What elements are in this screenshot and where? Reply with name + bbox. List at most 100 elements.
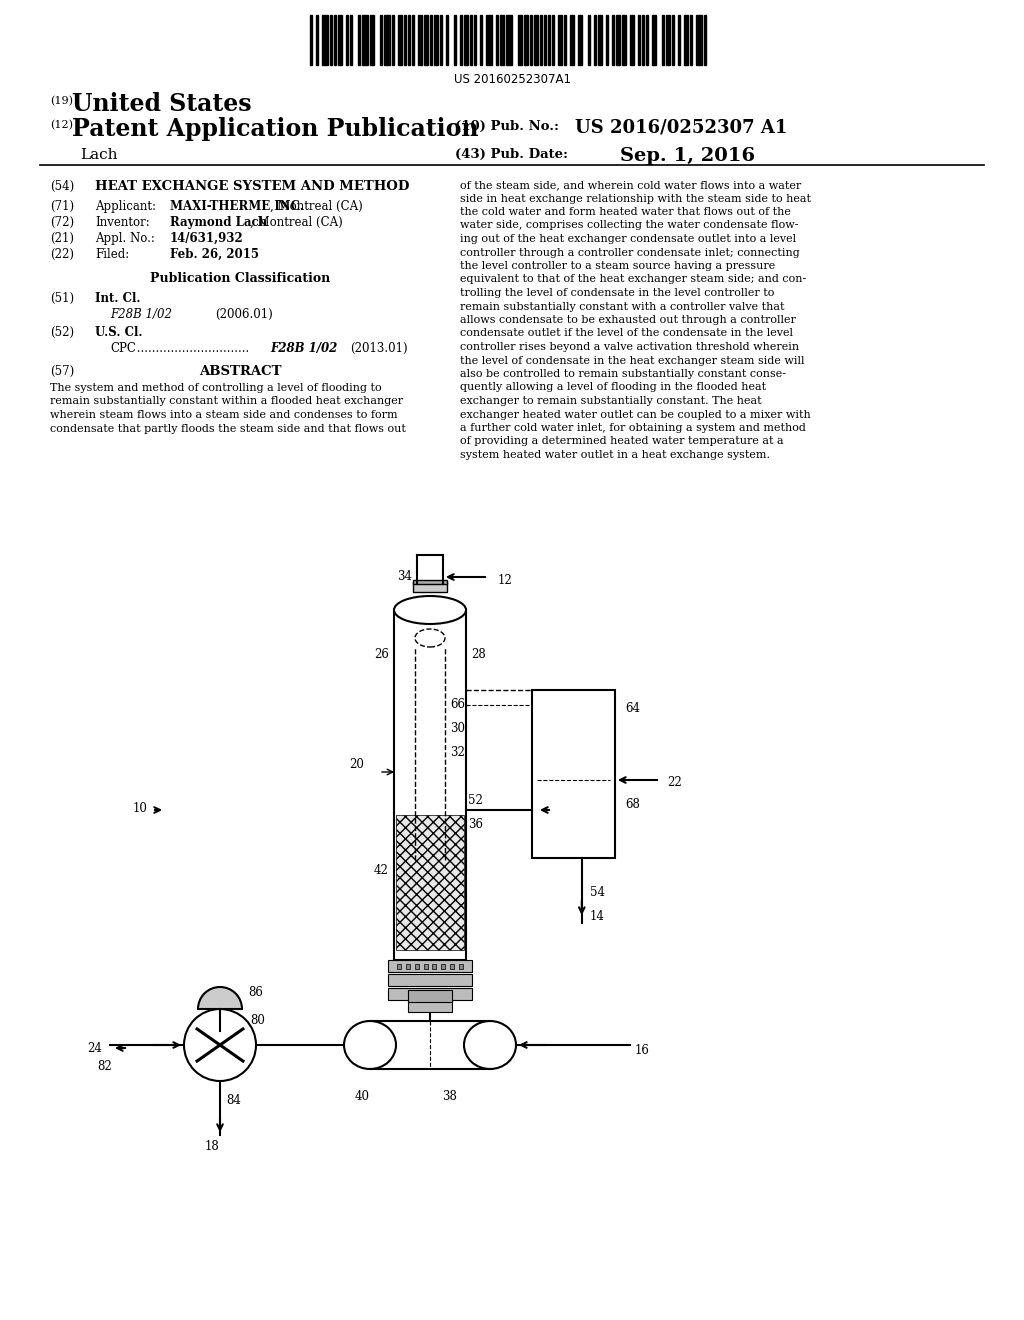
Ellipse shape <box>464 1020 516 1069</box>
Text: (2006.01): (2006.01) <box>215 308 272 321</box>
Bar <box>594 15 596 65</box>
Text: US 2016/0252307 A1: US 2016/0252307 A1 <box>575 119 787 137</box>
Text: Sep. 1, 2016: Sep. 1, 2016 <box>620 147 755 165</box>
Bar <box>464 15 468 65</box>
Text: 32: 32 <box>450 746 465 759</box>
Text: ing out of the heat exchanger condensate outlet into a level: ing out of the heat exchanger condensate… <box>460 234 796 244</box>
Circle shape <box>184 1008 256 1081</box>
Bar <box>459 964 463 969</box>
Bar <box>441 964 445 969</box>
Text: 34: 34 <box>397 570 412 583</box>
Ellipse shape <box>394 597 466 624</box>
Text: Lach: Lach <box>80 148 118 162</box>
Bar <box>672 15 674 65</box>
Bar <box>380 15 382 65</box>
Text: U.S. Cl.: U.S. Cl. <box>95 326 142 339</box>
Text: , Montreal (CA): , Montreal (CA) <box>270 201 362 213</box>
Text: condensate that partly floods the steam side and that flows out: condensate that partly floods the steam … <box>50 424 406 433</box>
Text: of providing a determined heated water temperature at a: of providing a determined heated water t… <box>460 437 783 446</box>
Text: , Montreal (CA): , Montreal (CA) <box>250 216 343 228</box>
Bar <box>397 964 401 969</box>
Bar <box>434 15 438 65</box>
Bar <box>454 15 456 65</box>
Text: controller through a controller condensate inlet; connecting: controller through a controller condensa… <box>460 248 800 257</box>
Text: Appl. No.:: Appl. No.: <box>95 232 155 246</box>
Bar <box>424 964 428 969</box>
Bar <box>408 15 410 65</box>
Bar <box>362 15 368 65</box>
Bar <box>570 15 574 65</box>
Bar <box>404 15 406 65</box>
Bar <box>415 964 419 969</box>
Text: (57): (57) <box>50 366 75 378</box>
Bar <box>338 15 342 65</box>
Text: ..............................: .............................. <box>133 342 253 355</box>
Text: a further cold water inlet, for obtaining a system and method: a further cold water inlet, for obtainin… <box>460 422 806 433</box>
Text: 30: 30 <box>450 722 465 734</box>
Text: 40: 40 <box>354 1090 370 1104</box>
Bar <box>398 15 402 65</box>
Bar <box>451 964 454 969</box>
Bar <box>500 15 504 65</box>
Ellipse shape <box>415 630 445 647</box>
Text: 24: 24 <box>87 1041 102 1055</box>
Bar <box>392 15 394 65</box>
Bar <box>470 15 472 65</box>
Text: F28B 1/02: F28B 1/02 <box>110 308 172 321</box>
Text: 86: 86 <box>248 986 263 999</box>
Bar <box>606 15 608 65</box>
Text: remain substantially constant within a flooded heat exchanger: remain substantially constant within a f… <box>50 396 403 407</box>
Text: 16: 16 <box>635 1044 650 1056</box>
Bar <box>630 15 634 65</box>
Bar <box>394 610 466 960</box>
Text: controller rises beyond a valve activation threshold wherein: controller rises beyond a valve activati… <box>460 342 799 352</box>
Bar <box>552 15 554 65</box>
Bar <box>705 15 706 65</box>
Text: 82: 82 <box>97 1060 113 1073</box>
Bar <box>558 15 562 65</box>
Text: Filed:: Filed: <box>95 248 129 261</box>
Bar <box>370 15 374 65</box>
Text: 66: 66 <box>450 698 465 711</box>
Bar <box>690 15 692 65</box>
Bar <box>616 15 620 65</box>
Text: 38: 38 <box>442 1090 458 1104</box>
Bar <box>642 15 644 65</box>
Bar <box>350 15 352 65</box>
Bar <box>532 690 615 858</box>
Bar <box>460 15 462 65</box>
Text: 14/631,932: 14/631,932 <box>170 232 244 246</box>
Bar <box>430 15 432 65</box>
Bar <box>524 15 528 65</box>
Bar <box>432 964 436 969</box>
Text: (71): (71) <box>50 201 74 213</box>
Bar <box>622 15 626 65</box>
Bar <box>330 15 332 65</box>
Bar <box>646 15 648 65</box>
Bar <box>446 15 449 65</box>
Bar <box>696 15 702 65</box>
Bar <box>322 15 328 65</box>
Bar <box>540 15 542 65</box>
Bar <box>612 15 614 65</box>
Text: (43) Pub. Date:: (43) Pub. Date: <box>455 148 568 161</box>
Bar <box>530 15 532 65</box>
Text: condensate outlet if the level of the condensate in the level: condensate outlet if the level of the co… <box>460 329 793 338</box>
Text: trolling the level of condensate in the level controller to: trolling the level of condensate in the … <box>460 288 774 298</box>
Text: Publication Classification: Publication Classification <box>150 272 330 285</box>
Bar <box>518 15 522 65</box>
Text: 80: 80 <box>250 1014 265 1027</box>
Text: 22: 22 <box>667 776 682 789</box>
Bar <box>388 974 472 986</box>
Text: water side, comprises collecting the water condensate flow-: water side, comprises collecting the wat… <box>460 220 799 231</box>
Text: 26: 26 <box>374 648 389 661</box>
Wedge shape <box>198 987 242 1008</box>
Bar <box>598 15 602 65</box>
Bar <box>486 15 492 65</box>
Text: 84: 84 <box>226 1093 241 1106</box>
Bar <box>388 987 472 1001</box>
Text: (21): (21) <box>50 232 74 246</box>
Bar <box>418 15 422 65</box>
Bar <box>388 960 472 972</box>
Bar <box>408 1001 452 1012</box>
